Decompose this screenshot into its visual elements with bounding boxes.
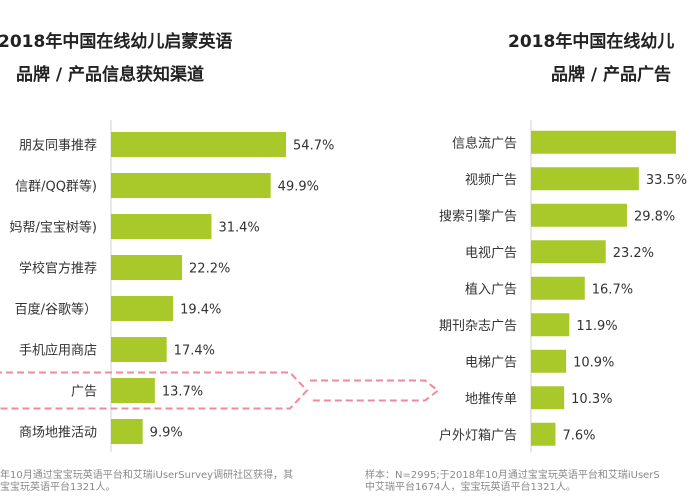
right-category-label: 电视广告 bbox=[465, 246, 517, 261]
right-bar bbox=[531, 130, 676, 154]
left-category-label: 学校官方推荐 bbox=[19, 261, 97, 277]
right-category-label: 信息流广告 bbox=[452, 135, 517, 151]
left-bar bbox=[111, 378, 155, 403]
right-data-label: 29.8% bbox=[634, 209, 675, 224]
left-category-label: 广告 bbox=[71, 385, 97, 400]
left-category-label: 商场地推活动 bbox=[19, 426, 97, 441]
right-category-label: 植入广告 bbox=[465, 282, 517, 297]
right-category-label: 搜索引擎广告 bbox=[439, 209, 517, 224]
right-category-label: 电梯广告 bbox=[465, 355, 517, 370]
right-data-label: 10.3% bbox=[571, 392, 612, 407]
highlight-dashed-box bbox=[0, 371, 309, 410]
left-bar bbox=[111, 132, 287, 157]
left-bar bbox=[111, 296, 174, 321]
left-category-label: 信群/QQ群等) bbox=[15, 179, 97, 195]
right-sample-note-line-1: 样本：N=2995;于2018年10月通过宝宝玩英语平台和艾瑞iUserS bbox=[365, 470, 660, 481]
left-sample-note-line-1: 年10月通过宝宝玩英语平台和艾瑞iUserSurvey调研社区获得，其 bbox=[0, 470, 294, 481]
right-category-label: 户外灯箱广告 bbox=[439, 427, 517, 443]
right-category-label: 地推传单 bbox=[465, 392, 517, 407]
right-data-label: 33.5% bbox=[646, 173, 687, 188]
right-category-label: 视频广告 bbox=[465, 173, 517, 188]
left-category-label: 朋友同事推荐 bbox=[19, 138, 97, 154]
right-data-label: 11.9% bbox=[576, 319, 617, 334]
left-sample-note-line-2: 宝宝玩英语平台1321人。 bbox=[0, 482, 116, 493]
left-data-label: 49.9% bbox=[278, 180, 319, 195]
right-bar bbox=[531, 422, 556, 446]
left-category-label: 手机应用商店 bbox=[19, 343, 97, 359]
right-bar bbox=[531, 349, 567, 373]
left-data-label: 9.9% bbox=[150, 426, 183, 441]
left-bar bbox=[111, 419, 143, 444]
right-chart-subtitle: 品牌 / 产品广告 bbox=[551, 65, 672, 85]
left-data-label: 54.7% bbox=[293, 139, 334, 154]
right-data-label: 10.9% bbox=[573, 355, 614, 370]
left-data-label: 17.4% bbox=[174, 344, 215, 359]
right-data-label: 23.2% bbox=[613, 246, 654, 261]
right-bar bbox=[531, 167, 639, 191]
left-chart-title: 2018年中国在线幼儿启蒙英语 bbox=[0, 32, 233, 52]
right-bar bbox=[531, 386, 565, 410]
right-chart-title: 2018年中国在线幼儿 bbox=[508, 32, 675, 52]
left-data-label: 19.4% bbox=[180, 303, 221, 318]
left-chart-subtitle: 品牌 / 产品信息获知渠道 bbox=[16, 65, 205, 85]
left-bar bbox=[111, 173, 271, 198]
left-bar bbox=[111, 255, 183, 280]
right-data-label: 16.7% bbox=[592, 282, 633, 297]
left-data-label: 31.4% bbox=[218, 221, 259, 236]
right-bar bbox=[531, 240, 606, 264]
left-category-label: 百度/谷歌等） bbox=[15, 302, 97, 318]
left-bar bbox=[111, 214, 212, 239]
left-bar bbox=[111, 337, 167, 362]
right-bar bbox=[531, 276, 585, 300]
left-data-label: 22.2% bbox=[189, 262, 230, 277]
right-bar bbox=[531, 313, 570, 337]
right-bar bbox=[531, 203, 627, 227]
right-category-label: 期刊杂志广告 bbox=[439, 319, 517, 334]
highlight-dashed-arrow bbox=[310, 379, 440, 402]
right-data-label: 7.6% bbox=[562, 428, 595, 443]
left-data-label: 13.7% bbox=[162, 385, 203, 400]
left-category-label: 妈帮/宝宝树等) bbox=[10, 220, 97, 236]
right-sample-note-line-2: 中艾瑞平台1674人，宝宝玩英语平台1321人。 bbox=[365, 482, 576, 493]
